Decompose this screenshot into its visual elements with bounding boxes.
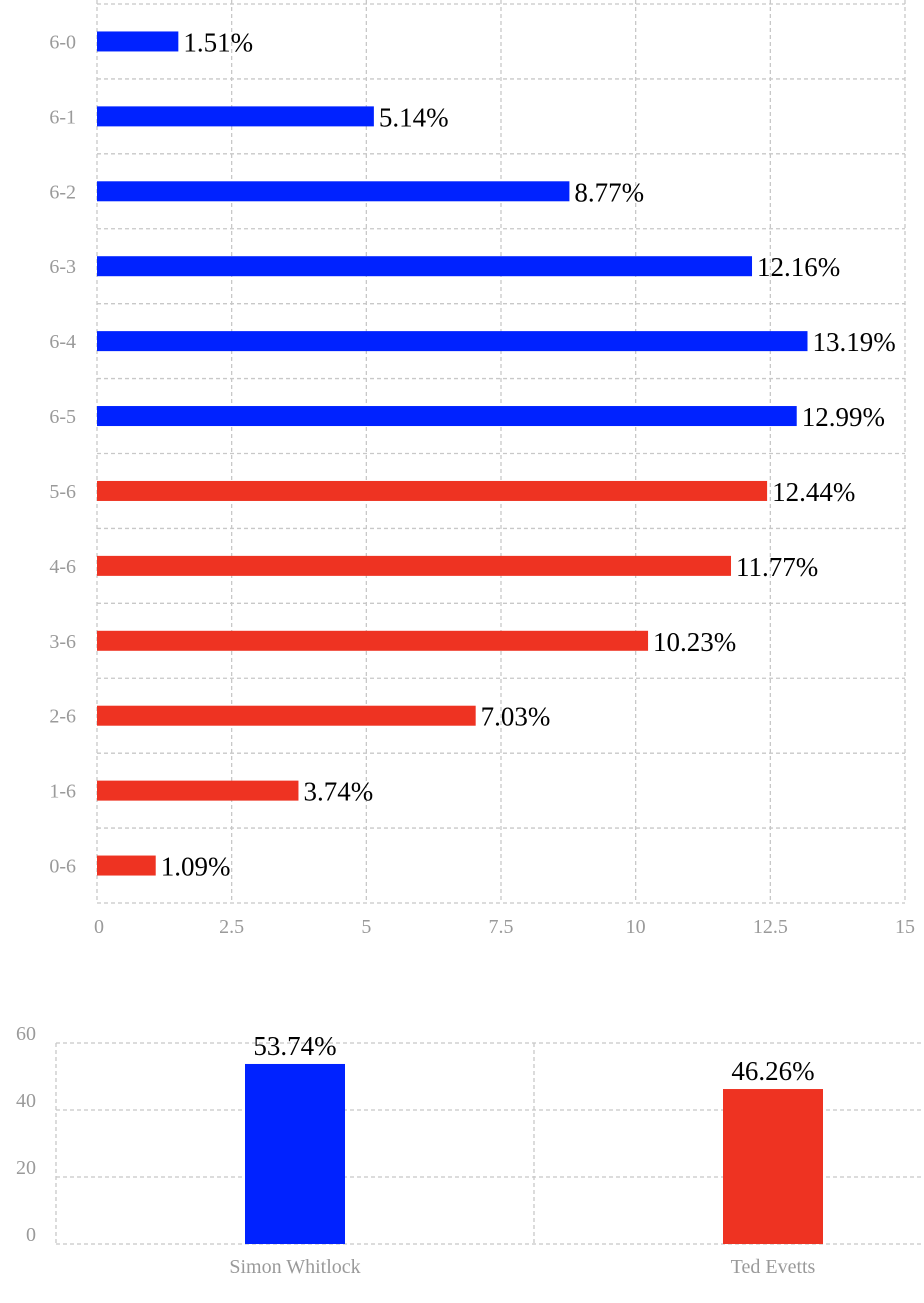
h-x-tick-label: 2.5 <box>219 916 244 938</box>
v-y-tick-label: 20 <box>16 1157 36 1179</box>
h-bar <box>97 31 179 52</box>
v-bar <box>245 1063 345 1244</box>
h-x-tick-label: 7.5 <box>489 916 514 938</box>
h-category-label: 3-6 <box>49 631 76 653</box>
h-category-label: 6-0 <box>49 31 76 53</box>
v-value-label: 46.26% <box>731 1056 814 1086</box>
h-value-label: 3.74% <box>303 777 373 807</box>
h-x-tick-label: 12.5 <box>753 916 788 938</box>
h-category-label: 6-5 <box>49 406 76 428</box>
h-x-tick-label: 5 <box>361 916 371 938</box>
h-bar <box>97 406 797 427</box>
h-value-label: 13.19% <box>813 327 896 357</box>
h-value-label: 11.77% <box>736 552 818 582</box>
h-value-label: 1.09% <box>161 852 231 882</box>
h-category-label: 2-6 <box>49 706 76 728</box>
h-bar <box>97 780 299 801</box>
h-category-label: 5-6 <box>49 481 76 503</box>
v-bar <box>723 1089 823 1244</box>
h-value-label: 1.51% <box>183 27 253 57</box>
h-bar <box>97 331 808 352</box>
h-category-label: 0-6 <box>49 856 76 878</box>
h-value-label: 5.14% <box>379 102 449 132</box>
v-y-tick-label: 40 <box>16 1090 36 1112</box>
h-value-label: 8.77% <box>574 177 644 207</box>
h-value-label: 7.03% <box>481 702 551 732</box>
h-value-label: 12.44% <box>772 477 855 507</box>
h-bar <box>97 181 570 202</box>
v-y-tick-label: 0 <box>26 1224 36 1246</box>
h-value-label: 10.23% <box>653 627 736 657</box>
h-bar <box>97 855 156 876</box>
h-category-label: 6-4 <box>49 331 76 353</box>
h-bar <box>97 705 476 726</box>
h-category-label: 6-1 <box>49 106 76 128</box>
h-x-tick-label: 15 <box>895 916 915 938</box>
h-value-label: 12.99% <box>802 402 885 432</box>
h-bar <box>97 555 732 576</box>
h-bar <box>97 256 753 277</box>
h-category-label: 1-6 <box>49 781 76 803</box>
h-bar <box>97 630 649 651</box>
v-value-label: 53.74% <box>253 1031 336 1061</box>
h-bar <box>97 106 374 127</box>
h-value-label: 12.16% <box>757 252 840 282</box>
v-category-label: Ted Evetts <box>731 1256 816 1278</box>
h-bar <box>97 480 768 501</box>
h-x-tick-label: 10 <box>626 916 646 938</box>
h-category-label: 4-6 <box>49 556 76 578</box>
h-x-tick-label: 0 <box>94 916 104 938</box>
h-category-label: 6-2 <box>49 181 76 203</box>
h-category-label: 6-3 <box>49 256 76 278</box>
v-y-tick-label: 60 <box>16 1023 36 1045</box>
v-category-label: Simon Whitlock <box>229 1256 360 1278</box>
